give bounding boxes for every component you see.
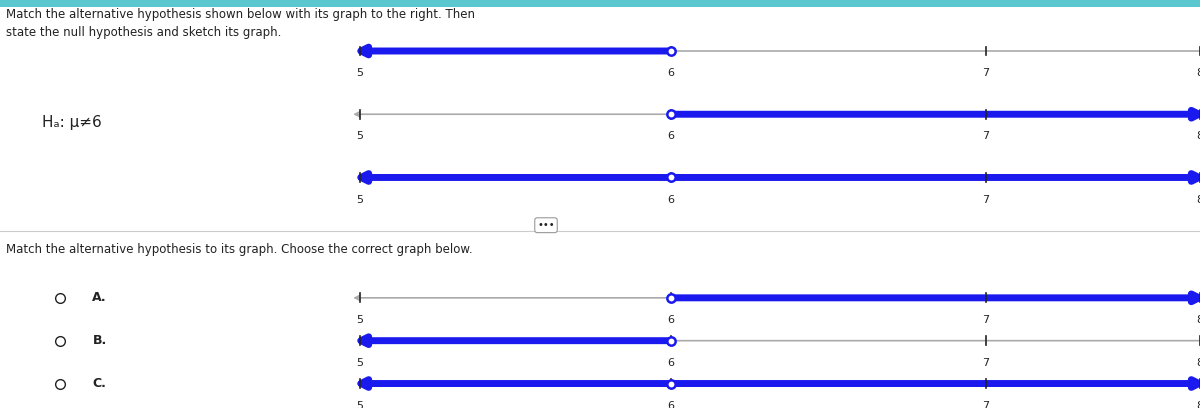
Text: 8: 8: [1196, 358, 1200, 368]
Text: 8: 8: [1196, 401, 1200, 408]
Text: 5: 5: [356, 195, 364, 205]
Text: 6: 6: [667, 358, 674, 368]
Text: 8: 8: [1196, 131, 1200, 142]
Text: Hₐ: μ≠6: Hₐ: μ≠6: [42, 115, 102, 130]
Text: 7: 7: [983, 131, 989, 142]
Text: 5: 5: [356, 68, 364, 78]
Text: 7: 7: [983, 401, 989, 408]
Bar: [0, 0, 1200, 7]
Text: Match the alternative hypothesis to its graph. Choose the correct graph below.: Match the alternative hypothesis to its …: [6, 243, 473, 256]
Text: 7: 7: [983, 68, 989, 78]
Text: 7: 7: [983, 315, 989, 325]
Text: 8: 8: [1196, 195, 1200, 205]
Text: 7: 7: [983, 195, 989, 205]
Text: 8: 8: [1196, 315, 1200, 325]
Text: 5: 5: [356, 358, 364, 368]
Text: 7: 7: [983, 358, 989, 368]
Text: 6: 6: [667, 131, 674, 142]
Text: 5: 5: [356, 131, 364, 142]
Text: A.: A.: [92, 291, 107, 304]
Text: 8: 8: [1196, 68, 1200, 78]
Text: Match the alternative hypothesis shown below with its graph to the right. Then
s: Match the alternative hypothesis shown b…: [6, 8, 475, 39]
Text: 6: 6: [667, 315, 674, 325]
Text: 6: 6: [667, 68, 674, 78]
Text: 6: 6: [667, 401, 674, 408]
Text: 6: 6: [667, 195, 674, 205]
Text: 5: 5: [356, 401, 364, 408]
Text: B.: B.: [92, 334, 107, 347]
Text: •••: •••: [538, 220, 554, 230]
Text: C.: C.: [92, 377, 107, 390]
Text: 5: 5: [356, 315, 364, 325]
